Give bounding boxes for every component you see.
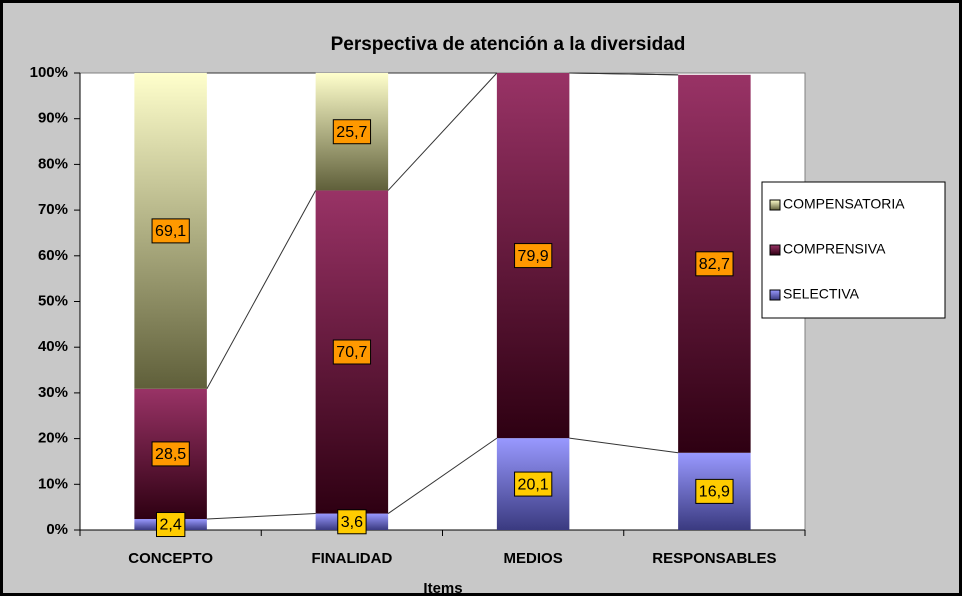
data-label: 69,1 <box>155 223 186 240</box>
series-line <box>569 72 679 76</box>
series-line <box>387 437 498 514</box>
y-tick-label: 90% <box>38 110 68 127</box>
series-line <box>206 190 317 390</box>
y-tick-label: 0% <box>46 521 68 538</box>
data-label: 25,7 <box>336 124 367 141</box>
legend-label: COMPRENSIVA <box>783 241 886 257</box>
y-tick-label: 10% <box>38 475 68 492</box>
data-label-box <box>695 251 734 277</box>
data-label: 79,9 <box>518 248 549 265</box>
chart-title: Perspectiva de atención a la diversidad <box>331 34 686 55</box>
legend-swatch <box>769 199 781 211</box>
data-label-box <box>337 509 367 535</box>
data-label: 3,6 <box>341 514 363 531</box>
y-tick-label: 40% <box>38 338 68 355</box>
data-label: 2,4 <box>160 517 182 534</box>
data-label: 82,7 <box>699 256 730 273</box>
data-label-box <box>514 243 553 269</box>
data-label-box <box>151 218 190 244</box>
data-label-box <box>332 119 372 145</box>
data-label: 70,7 <box>336 344 367 361</box>
data-label: 16,9 <box>699 484 730 501</box>
data-label-box <box>695 478 734 504</box>
y-tick-label: 50% <box>38 292 68 309</box>
data-label-box <box>151 441 190 467</box>
y-tick-label: 80% <box>38 155 68 172</box>
y-tick-label: 70% <box>38 201 68 218</box>
x-tick-label: CONCEPTO <box>128 550 213 567</box>
y-tick-label: 100% <box>30 64 68 81</box>
y-tick-label: 60% <box>38 247 68 264</box>
legend-label: SELECTIVA <box>783 286 860 302</box>
x-tick-label: RESPONSABLES <box>652 550 776 567</box>
legend-swatch <box>769 244 781 256</box>
x-tick-label: MEDIOS <box>504 550 563 567</box>
data-label-box <box>514 471 553 497</box>
legend <box>761 181 946 319</box>
data-label-box <box>156 512 186 538</box>
y-tick-label: 20% <box>38 430 68 447</box>
series-line <box>206 513 316 520</box>
data-label: 20,1 <box>518 476 549 493</box>
legend-swatch <box>769 289 781 301</box>
data-label-box <box>332 339 372 365</box>
series-line <box>387 72 498 191</box>
legend-label: COMPENSATORIA <box>783 196 905 212</box>
x-axis-title: Items <box>423 580 462 596</box>
y-tick-label: 30% <box>38 384 68 401</box>
data-label: 28,5 <box>155 446 186 463</box>
x-tick-label: FINALIDAD <box>311 550 392 567</box>
series-line <box>569 437 679 454</box>
